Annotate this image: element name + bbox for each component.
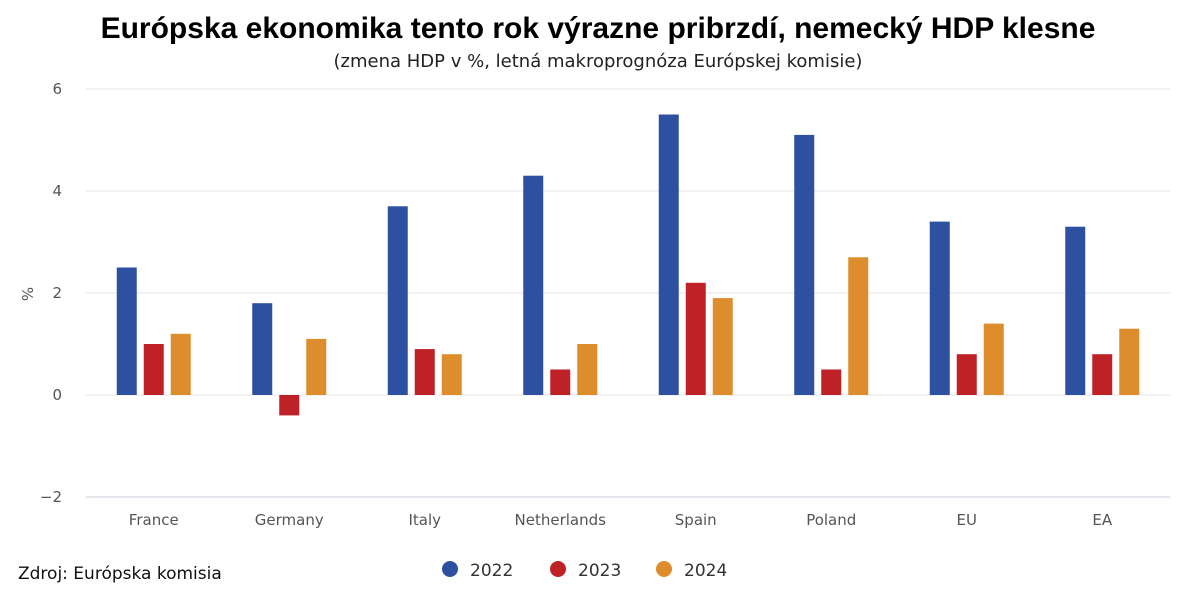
y-tick-label: −2: [40, 488, 62, 506]
legend-marker-2024: [656, 561, 672, 577]
bar-2024-spain: [712, 298, 733, 395]
legend-marker-2023: [550, 561, 566, 577]
bar-2023-eu: [956, 354, 977, 395]
chart-title: Európska ekonomika tento rok výrazne pri…: [101, 12, 1096, 45]
bar-2023-poland: [821, 369, 842, 395]
y-axis-ticks: −2 0 2 4 6: [40, 80, 62, 506]
bar-2022-eu: [929, 221, 950, 395]
bar-2022-ea: [1065, 226, 1086, 395]
bars: [116, 114, 1140, 416]
category-labels: France Germany Italy Netherlands Spain Poland…: [129, 511, 1113, 529]
bar-2022-germany: [252, 303, 273, 395]
bar-2024-poland: [848, 257, 869, 395]
y-tick-label: 2: [52, 284, 62, 302]
gridlines: [86, 88, 1170, 498]
legend-marker-2022: [442, 561, 458, 577]
bar-2023-italy: [414, 349, 435, 395]
legend-label: 2023: [578, 561, 621, 581]
bar-2024-eu: [983, 323, 1004, 395]
x-tick-label: Poland: [806, 511, 856, 529]
bar-2022-italy: [387, 206, 408, 395]
bar-2022-france: [116, 267, 137, 395]
legend: 2022 2023 2024: [442, 561, 727, 581]
bar-2022-poland: [794, 134, 815, 395]
chart-subtitle: (zmena HDP v %, letná makroprognóza Euró…: [334, 51, 863, 72]
x-tick-label: Spain: [675, 511, 717, 529]
x-tick-label: France: [129, 511, 179, 529]
bar-2023-ea: [1092, 354, 1113, 395]
bar-2023-germany: [279, 395, 300, 416]
bar-2024-ea: [1119, 328, 1140, 395]
bar-2023-spain: [685, 282, 706, 395]
x-tick-label: EA: [1092, 511, 1112, 529]
bar-2022-spain: [658, 114, 679, 395]
x-tick-label: Germany: [255, 511, 324, 529]
bar-2024-france: [170, 333, 191, 395]
x-tick-label: Netherlands: [515, 511, 607, 529]
legend-label: 2022: [470, 561, 513, 581]
bar-2024-netherlands: [577, 344, 598, 395]
y-tick-label: 4: [52, 182, 62, 200]
bar-2024-germany: [306, 338, 327, 395]
bar-2023-netherlands: [550, 369, 571, 395]
y-tick-label: 6: [52, 80, 62, 98]
bar-2022-netherlands: [523, 175, 544, 395]
y-tick-label: 0: [52, 386, 62, 404]
legend-label: 2024: [684, 561, 727, 581]
source-note: Zdroj: Európska komisia: [18, 564, 222, 584]
bar-2024-italy: [441, 354, 462, 395]
x-tick-label: EU: [957, 511, 977, 529]
x-tick-label: Italy: [408, 511, 441, 529]
bar-2023-france: [143, 344, 164, 395]
y-axis-label: %: [18, 287, 36, 301]
